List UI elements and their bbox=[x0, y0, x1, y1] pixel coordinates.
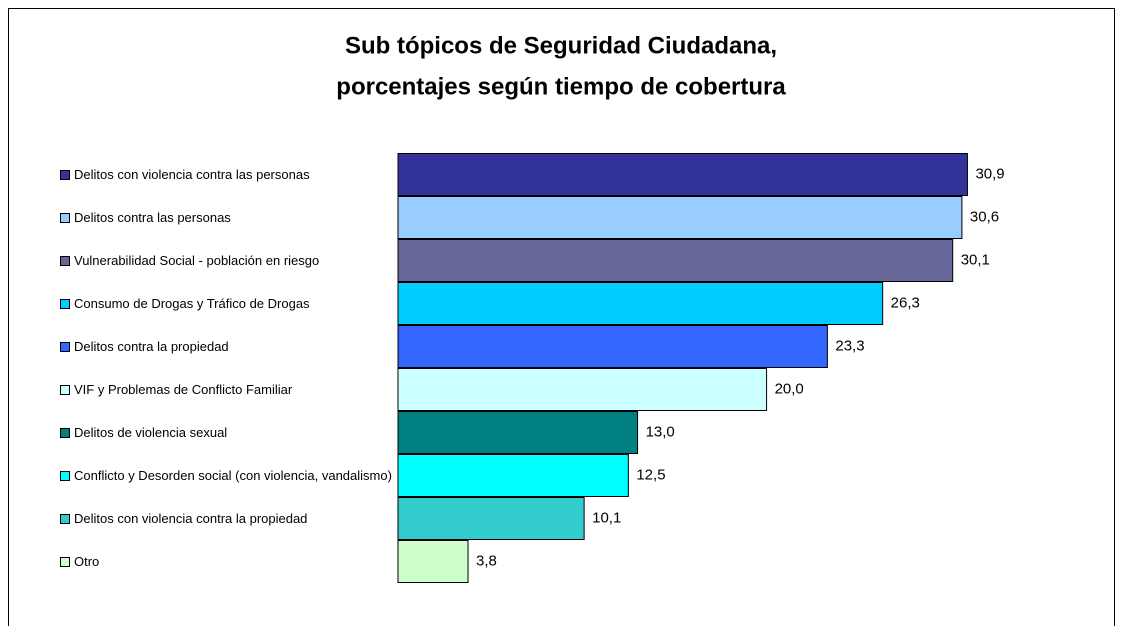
legend-swatch bbox=[60, 427, 70, 438]
bar bbox=[397, 411, 639, 454]
value-label: 23,3 bbox=[835, 337, 864, 354]
chart-title: porcentajes según tiempo de cobertura bbox=[336, 73, 786, 100]
legend-entry: Delitos con violencia contra la propieda… bbox=[60, 511, 395, 527]
legend-entry: Delitos contra la propiedad bbox=[60, 339, 395, 355]
legend-label: Consumo de Drogas y Tráfico de Drogas bbox=[74, 295, 310, 311]
legend-label: VIF y Problemas de Conflicto Familiar bbox=[74, 381, 293, 397]
legend-swatch bbox=[60, 341, 70, 352]
legend-label: Delitos con violencia contra la propieda… bbox=[74, 510, 308, 526]
value-label: 26,3 bbox=[891, 294, 920, 311]
legend-label: Conflicto y Desorden social (con violenc… bbox=[74, 467, 392, 483]
legend-entry: Otro bbox=[60, 554, 395, 570]
legend-swatch bbox=[60, 298, 70, 309]
legend-swatch bbox=[60, 255, 70, 266]
legend-label: Otro bbox=[74, 553, 100, 569]
chart-title: Sub tópicos de Seguridad Ciudadana, bbox=[345, 32, 777, 59]
legend-label: Delitos de violencia sexual bbox=[74, 424, 228, 440]
bar bbox=[397, 196, 963, 239]
bar bbox=[397, 239, 954, 282]
legend-entry: Consumo de Drogas y Tráfico de Drogas bbox=[60, 296, 395, 312]
legend-entry: Delitos contra las personas bbox=[60, 210, 395, 226]
legend-entry: Delitos con violencia contra las persona… bbox=[60, 167, 395, 183]
bar bbox=[397, 282, 884, 325]
bar bbox=[397, 368, 768, 411]
legend-swatch bbox=[60, 556, 70, 567]
value-label: 3,8 bbox=[476, 552, 497, 569]
value-label: 20,0 bbox=[775, 380, 804, 397]
legend-entry: Conflicto y Desorden social (con violenc… bbox=[60, 468, 395, 484]
legend-entry: Vulnerabilidad Social - población en rie… bbox=[60, 253, 395, 269]
legend-entry: VIF y Problemas de Conflicto Familiar bbox=[60, 382, 395, 398]
value-label: 30,6 bbox=[970, 208, 999, 225]
value-label: 12,5 bbox=[636, 466, 665, 483]
legend-entry: Delitos de violencia sexual bbox=[60, 425, 395, 441]
value-label: 30,1 bbox=[961, 251, 990, 268]
value-label: 30,9 bbox=[975, 165, 1004, 182]
legend-swatch bbox=[60, 384, 70, 395]
bar bbox=[397, 325, 828, 368]
legend-swatch bbox=[60, 470, 70, 481]
legend-label: Delitos contra las personas bbox=[74, 209, 231, 225]
legend-swatch bbox=[60, 513, 70, 524]
legend-label: Delitos contra la propiedad bbox=[74, 338, 229, 354]
legend-label: Delitos con violencia contra las persona… bbox=[74, 166, 310, 182]
legend-label: Vulnerabilidad Social - población en rie… bbox=[74, 252, 320, 268]
bar bbox=[397, 540, 469, 583]
bar bbox=[397, 153, 968, 196]
bar bbox=[397, 497, 585, 540]
value-label: 13,0 bbox=[646, 423, 675, 440]
legend-swatch bbox=[60, 169, 70, 180]
value-label: 10,1 bbox=[592, 509, 621, 526]
legend-swatch bbox=[60, 212, 70, 223]
bar bbox=[397, 454, 629, 497]
